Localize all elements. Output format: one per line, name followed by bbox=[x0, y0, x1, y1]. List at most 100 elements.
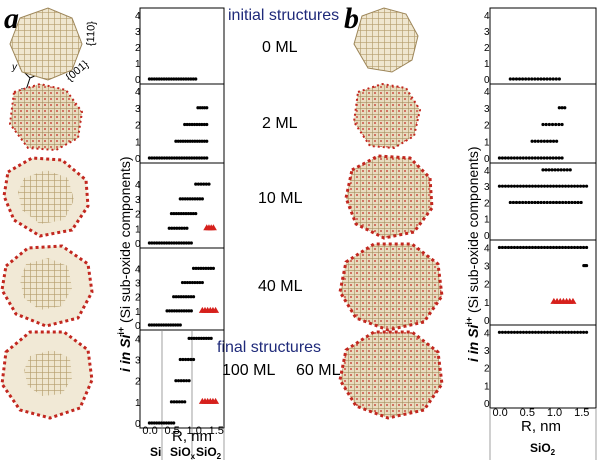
region-label-siox-main: SiO bbox=[170, 445, 191, 459]
region-label-sio2-b-main: SiO bbox=[530, 441, 551, 455]
data-point bbox=[189, 357, 193, 362]
ytick-label: 3 bbox=[484, 182, 490, 193]
data-point bbox=[155, 77, 159, 81]
data-point bbox=[560, 122, 564, 127]
data-point bbox=[186, 77, 191, 81]
data-point bbox=[152, 241, 156, 245]
data-point bbox=[506, 156, 510, 160]
data-point bbox=[541, 122, 545, 127]
xtick-label: 1.0 bbox=[547, 407, 562, 419]
data-point bbox=[557, 330, 562, 334]
data-point bbox=[500, 330, 505, 334]
data-point bbox=[188, 280, 192, 285]
data-point bbox=[530, 77, 534, 81]
data-point bbox=[186, 211, 191, 216]
data-point bbox=[554, 156, 558, 160]
nanoparticle-a-0ml bbox=[9, 7, 83, 81]
data-point bbox=[550, 168, 554, 172]
data-point bbox=[539, 156, 543, 160]
data-point bbox=[185, 280, 190, 285]
data-point bbox=[503, 245, 508, 250]
data-point bbox=[172, 295, 176, 299]
data-point bbox=[503, 330, 508, 334]
data-point bbox=[545, 330, 550, 334]
nanoparticle-b-40ml bbox=[338, 242, 444, 332]
data-point bbox=[182, 241, 186, 245]
data-point bbox=[195, 280, 199, 285]
data-point bbox=[157, 156, 161, 160]
data-point bbox=[171, 323, 175, 327]
data-point bbox=[190, 156, 194, 160]
data-point bbox=[182, 309, 186, 313]
nanoparticle-b-0ml bbox=[353, 7, 419, 73]
data-point bbox=[165, 156, 169, 160]
data-point bbox=[576, 200, 580, 205]
data-point bbox=[167, 309, 172, 313]
chart-b-ylabel: i in Sii+ (Si sub-oxide components) bbox=[464, 146, 481, 362]
data-point bbox=[527, 200, 531, 205]
ytick-label: 2 bbox=[484, 198, 490, 209]
data-point bbox=[578, 330, 583, 334]
data-point bbox=[181, 197, 185, 201]
ytick-label: 4 bbox=[484, 166, 490, 177]
data-point bbox=[199, 336, 203, 340]
data-point bbox=[152, 77, 156, 81]
chart-b-ylabel-rest: (Si sub-oxide components) bbox=[465, 146, 481, 316]
stage-label-60ml-b: 60 ML bbox=[296, 362, 341, 379]
data-point bbox=[192, 336, 196, 340]
data-point bbox=[173, 323, 178, 327]
data-point bbox=[557, 106, 561, 110]
data-point bbox=[560, 330, 565, 334]
chart-a-ylabel-rest: (Si sub-oxide components) bbox=[117, 156, 133, 326]
data-point bbox=[211, 266, 215, 270]
data-point bbox=[545, 139, 550, 143]
data-point bbox=[197, 156, 201, 160]
data-point bbox=[533, 200, 537, 205]
data-point bbox=[186, 357, 190, 362]
data-point bbox=[566, 184, 571, 188]
data-point bbox=[185, 122, 189, 127]
data-point bbox=[190, 122, 194, 127]
data-point bbox=[512, 330, 517, 334]
data-point bbox=[520, 77, 525, 81]
data-point bbox=[548, 184, 553, 188]
region-label-sio2-a-main: SiO bbox=[196, 445, 217, 459]
data-point bbox=[147, 421, 152, 425]
data-point bbox=[512, 184, 517, 188]
ytick-label: 1 bbox=[135, 137, 141, 148]
data-point bbox=[199, 266, 203, 270]
ytick-label: 1 bbox=[484, 215, 490, 226]
data-point bbox=[506, 330, 511, 334]
data-point bbox=[187, 309, 191, 313]
data-point bbox=[569, 184, 574, 188]
data-point bbox=[562, 168, 566, 172]
data-point bbox=[518, 184, 523, 188]
data-point bbox=[172, 241, 176, 245]
data-point bbox=[566, 245, 571, 250]
data-point bbox=[198, 280, 202, 285]
xtick-label: 1.0 bbox=[187, 425, 202, 437]
data-point bbox=[530, 184, 535, 188]
data-point bbox=[524, 245, 529, 250]
data-point bbox=[524, 184, 529, 188]
data-point bbox=[554, 200, 559, 205]
data-point bbox=[179, 211, 183, 216]
data-point bbox=[548, 139, 553, 143]
data-point bbox=[200, 280, 204, 285]
nanoparticle-a-2ml bbox=[8, 82, 84, 152]
data-point bbox=[536, 156, 540, 160]
data-point bbox=[190, 139, 195, 143]
data-point bbox=[183, 400, 187, 404]
data-point bbox=[178, 357, 182, 362]
data-point bbox=[548, 245, 553, 250]
data-point bbox=[188, 197, 192, 201]
data-point bbox=[551, 184, 556, 188]
data-point bbox=[518, 330, 523, 334]
data-point bbox=[186, 295, 191, 299]
data-point bbox=[185, 156, 189, 160]
data-point bbox=[205, 106, 209, 110]
ytick-label: 0 bbox=[135, 154, 141, 165]
ytick-label: 1 bbox=[484, 59, 490, 70]
region-label-siox-sub: x bbox=[191, 452, 196, 461]
data-point bbox=[169, 323, 173, 327]
